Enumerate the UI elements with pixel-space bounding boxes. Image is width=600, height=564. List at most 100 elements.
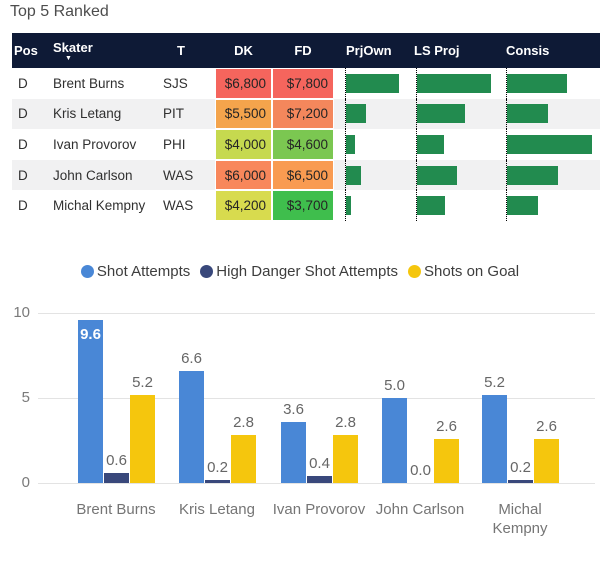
- cell-skater: Kris Letang: [53, 106, 122, 122]
- column-header-lsproj[interactable]: LS Proj: [414, 43, 460, 58]
- databar-consis: [507, 165, 559, 185]
- cell-skater: Ivan Provorov: [53, 136, 137, 152]
- databar-prjown: [346, 73, 400, 93]
- data-label: 5.2: [132, 374, 153, 391]
- cell-lsproj: [412, 68, 503, 99]
- chart-gridline: [38, 313, 595, 314]
- legend-item-shot-attempts[interactable]: Shot Attempts: [80, 263, 191, 280]
- column-header-fd[interactable]: FD: [294, 43, 312, 58]
- databar-axis: [506, 190, 600, 221]
- cell-team: WAS: [163, 167, 194, 183]
- table-row[interactable]: D Kris Letang PIT $5,500 $7,200: [12, 98, 600, 130]
- cell-prjown: [334, 129, 412, 160]
- databar-lsproj: [417, 165, 457, 185]
- bar-shots-on-goal-john-carlson[interactable]: [434, 439, 459, 483]
- table-body: D Brent Burns SJS $6,800 $7,800 D Kris Letang P…: [12, 68, 600, 221]
- cell-consis: [503, 190, 600, 221]
- cell-consis: [503, 68, 600, 99]
- column-header-dk[interactable]: DK: [234, 43, 253, 58]
- cell-consis: [503, 98, 600, 130]
- cell-team: PHI: [163, 136, 186, 152]
- table-row[interactable]: D John Carlson WAS $6,000 $6,500: [12, 159, 600, 191]
- column-header-pos[interactable]: Pos: [14, 43, 38, 58]
- data-label: 2.6: [536, 418, 557, 435]
- data-label: 9.6: [80, 326, 101, 343]
- databar-axis: [345, 98, 412, 130]
- cell-pos: D: [18, 75, 28, 91]
- bar-high-danger-shot-attempts-ivan-provorov[interactable]: [307, 476, 332, 483]
- table-row[interactable]: D Michal Kempny WAS $4,200 $3,700: [12, 190, 600, 221]
- bar-shots-on-goal-kris-letang[interactable]: [231, 435, 256, 483]
- bar-high-danger-shot-attempts-kris-letang[interactable]: [205, 480, 230, 483]
- cell-prjown: [334, 68, 412, 99]
- databar-axis: [506, 129, 600, 160]
- x-axis-category-label: Michal Kempny: [492, 501, 548, 537]
- cell-dk-salary: $4,200: [215, 190, 272, 221]
- databar-consis: [507, 104, 548, 124]
- column-header-label: Skater: [53, 39, 93, 55]
- cell-lsproj: [412, 129, 503, 160]
- cell-team: WAS: [163, 198, 194, 214]
- databar-consis: [507, 196, 538, 216]
- databar-prjown: [346, 165, 361, 185]
- databar-prjown: [346, 104, 366, 124]
- cell-prjown: [334, 98, 412, 130]
- bar-shots-on-goal-brent-burns[interactable]: [130, 395, 155, 483]
- bar-shot-attempts-kris-letang[interactable]: [179, 371, 204, 483]
- data-label: 6.6: [181, 350, 202, 367]
- bar-shot-attempts-john-carlson[interactable]: [382, 398, 407, 483]
- databar-prjown: [346, 134, 355, 154]
- x-axis-category-label: John Carlson: [375, 501, 465, 518]
- cell-lsproj: [412, 190, 503, 221]
- cell-prjown: [334, 190, 412, 221]
- cell-dk-salary: $6,000: [215, 159, 272, 191]
- databar-lsproj: [417, 73, 491, 93]
- data-label: 0.4: [309, 455, 330, 472]
- y-axis-tick-label: 0: [21, 474, 30, 491]
- cell-team: SJS: [163, 75, 188, 91]
- bar-high-danger-shot-attempts-brent-burns[interactable]: [104, 473, 129, 483]
- bar-high-danger-shot-attempts-michal-kempny[interactable]: [508, 480, 533, 483]
- databar-axis: [345, 68, 412, 99]
- cell-lsproj: [412, 159, 503, 191]
- databar-lsproj: [417, 134, 444, 154]
- cell-fd-salary: $6,500: [272, 159, 334, 191]
- databar-consis: [507, 134, 592, 154]
- bar-shot-attempts-ivan-provorov[interactable]: [281, 422, 306, 483]
- x-axis-category-label: Kris Letang: [179, 501, 255, 518]
- column-header-consis[interactable]: Consis: [506, 43, 550, 58]
- data-label: 3.6: [283, 401, 304, 418]
- chart-gridline: [38, 483, 595, 484]
- data-label: 2.8: [335, 414, 356, 431]
- data-label: 5.0: [384, 377, 405, 394]
- column-header-team[interactable]: T: [177, 43, 185, 58]
- legend-item-high-danger-shot-attempts[interactable]: High Danger Shot Attempts: [200, 263, 398, 280]
- legend-dot-icon: [408, 265, 422, 278]
- bar-shot-attempts-brent-burns[interactable]: [78, 320, 103, 483]
- data-label: 0.2: [510, 459, 531, 476]
- bar-shots-on-goal-ivan-provorov[interactable]: [333, 435, 358, 483]
- legend-item-shots-on-goal[interactable]: Shots on Goal: [408, 263, 519, 280]
- cell-pos: D: [18, 106, 28, 122]
- column-header-prjown[interactable]: PrjOwn: [346, 43, 392, 58]
- data-label: 2.6: [436, 418, 457, 435]
- column-header-skater[interactable]: Skater ▼: [48, 33, 162, 68]
- table-row[interactable]: D Ivan Provorov PHI $4,000 $4,600: [12, 129, 600, 160]
- databar-axis: [416, 98, 503, 130]
- databar-axis: [345, 190, 412, 221]
- cell-skater: Brent Burns: [53, 75, 125, 91]
- sort-descending-icon: ▼: [65, 54, 72, 62]
- databar-axis: [506, 98, 600, 130]
- databar-axis: [416, 68, 503, 99]
- databar-prjown: [346, 196, 351, 216]
- table-title: Top 5 Ranked: [10, 3, 109, 20]
- bar-shots-on-goal-michal-kempny[interactable]: [534, 439, 559, 483]
- cell-consis: [503, 159, 600, 191]
- table-row[interactable]: D Brent Burns SJS $6,800 $7,800: [12, 68, 600, 99]
- cell-dk-salary: $6,800: [215, 68, 272, 99]
- databar-axis: [506, 68, 600, 99]
- bar-shot-attempts-michal-kempny[interactable]: [482, 395, 507, 483]
- legend-label: Shot Attempts: [96, 263, 191, 280]
- databar-lsproj: [417, 196, 445, 216]
- chart-legend: Shot Attempts High Danger Shot Attempts Sh…: [0, 263, 600, 280]
